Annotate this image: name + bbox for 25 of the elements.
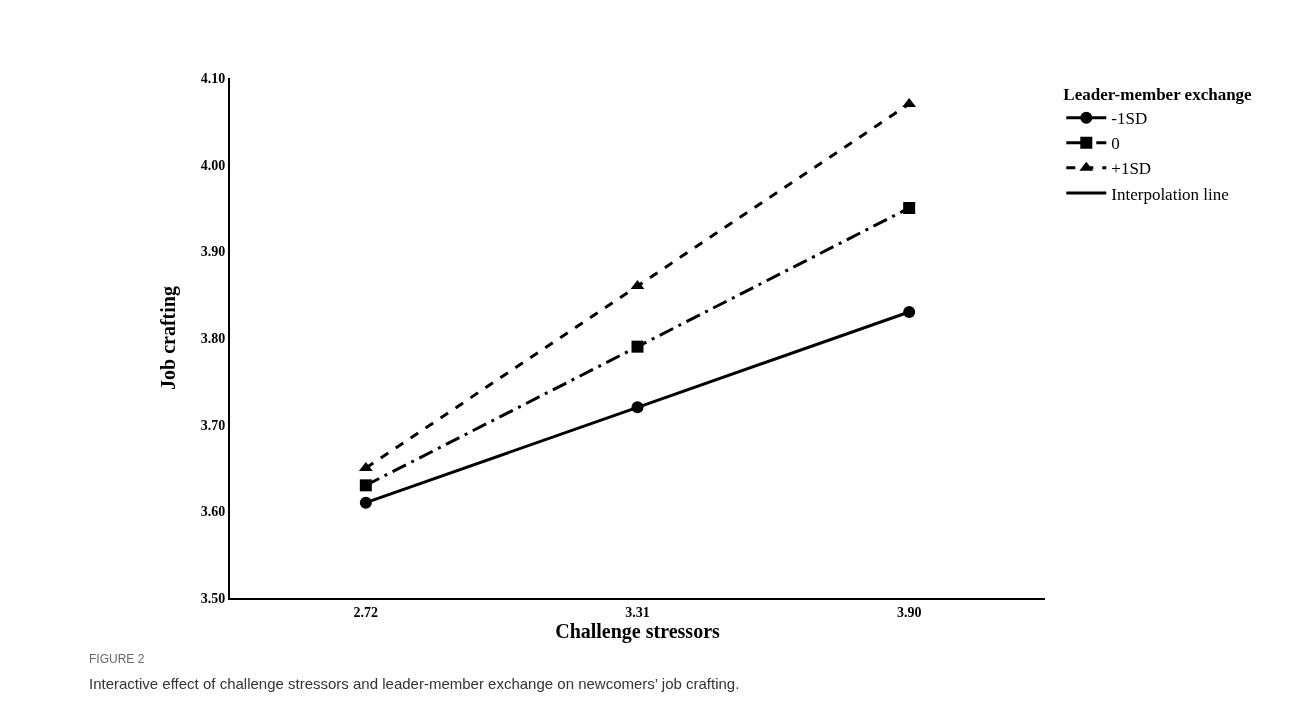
y-tick-label: 3.50: [200, 590, 226, 606]
text: Interactive effect of challenge stressors and leader-member exchange on newcomers’ job crafting.: [89, 675, 740, 692]
x-tick-label: 3.31: [625, 604, 650, 620]
legend-label: 0: [1111, 134, 1120, 154]
x-axis-title: Challenge stressors: [555, 619, 721, 643]
legend-label: +1SD: [1111, 159, 1152, 179]
x-tick-label: 2.72: [353, 604, 379, 620]
y-tick-label: 3.60: [200, 504, 226, 520]
point: [903, 202, 916, 214]
caption: FIGURE 2: [89, 652, 145, 666]
point: [903, 306, 916, 318]
y-axis-title: Job crafting: [156, 286, 180, 390]
y-tick-label: 4.10: [200, 70, 226, 86]
y-tick-label: 3.70: [200, 417, 226, 433]
point: [631, 340, 644, 353]
point: [631, 401, 644, 414]
y-tick-label: 4.00: [200, 157, 226, 173]
y-tick-label: 3.90: [200, 244, 226, 260]
point: [359, 479, 372, 492]
legend-label: Interpolation line: [1111, 184, 1229, 204]
legend-label: -1SD: [1111, 109, 1148, 129]
y-tick-label: 3.80: [200, 330, 226, 346]
x-tick-label: 3.90: [896, 604, 922, 620]
legend-title: Leader-member exchange: [1063, 85, 1253, 105]
point: [359, 496, 372, 509]
